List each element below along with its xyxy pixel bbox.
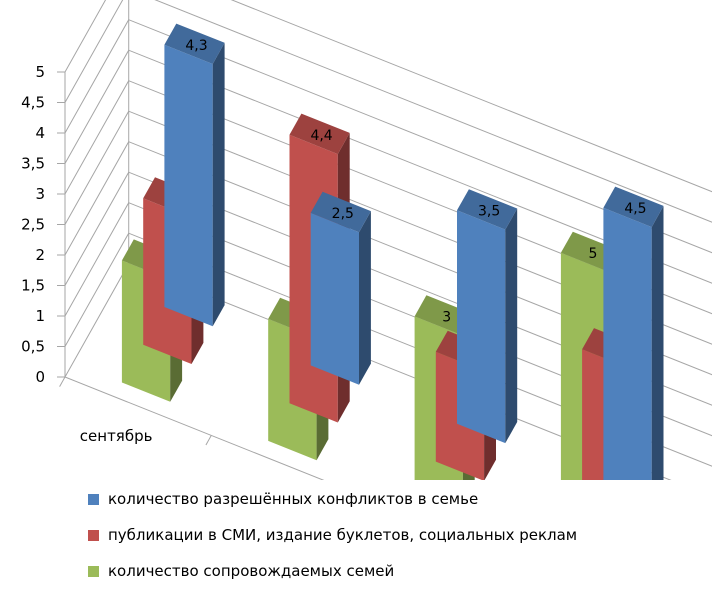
gridline xyxy=(64,0,712,193)
data-label: 5 xyxy=(589,246,598,262)
bar-front xyxy=(603,207,652,480)
bar-chart-3d: 00,511,522,533,544,55 22352,44,41,82,84,… xyxy=(21,0,712,480)
y-tick-label: 1 xyxy=(35,307,45,325)
bar-side xyxy=(651,205,664,480)
y-tick-label: 0 xyxy=(35,368,45,386)
legend-item-series-1: количество разрешённых конфликтов в семь… xyxy=(88,486,577,512)
bar: 4,3 xyxy=(164,23,225,327)
legend-item-series-3: количество сопровождаемых семей xyxy=(88,558,577,584)
data-label: 4,3 xyxy=(185,38,207,54)
legend-label-series-3: количество сопровождаемых семей xyxy=(108,562,395,580)
y-axis: 0 0,5 1 1,5 2 2,5 3 3,5 4 4,5 5 xyxy=(21,63,65,386)
chart-walls xyxy=(64,0,712,480)
y-tick-label: 4 xyxy=(35,124,45,142)
y-tick-label: 3,5 xyxy=(21,155,45,173)
bar: 2,5 xyxy=(310,191,371,385)
y-tick-label: 0,5 xyxy=(21,338,45,356)
data-label: 2,5 xyxy=(332,206,354,222)
bar-side xyxy=(505,208,518,444)
y-tick-label: 5 xyxy=(35,63,45,81)
category-tick xyxy=(205,435,212,446)
bar-side xyxy=(359,211,371,385)
y-tick-label: 4,5 xyxy=(21,94,45,112)
legend-swatch-series-1 xyxy=(88,493,99,505)
bar: 3,5 xyxy=(457,189,518,444)
bar-top xyxy=(310,191,371,233)
bars: 22352,44,41,82,84,32,53,54,5 xyxy=(121,23,664,480)
legend: количество разрешённых конфликтов в семь… xyxy=(88,486,577,594)
y-tick-label: 2 xyxy=(35,246,45,264)
data-label: 3 xyxy=(442,309,451,325)
bar-top xyxy=(457,189,518,230)
legend-label-series-2: публикации в СМИ, издание буклетов, соци… xyxy=(108,526,578,544)
bar-front xyxy=(457,210,506,444)
bar-top xyxy=(603,186,664,228)
y-tick-label: 3 xyxy=(35,185,45,203)
bar: 4,5 xyxy=(603,186,664,480)
legend-item-series-2: публикации в СМИ, издание буклетов, соци… xyxy=(88,522,577,548)
y-tick-label: 2,5 xyxy=(21,216,45,234)
x-axis: сентябрьоктябрьноябрьдекабрь xyxy=(59,376,212,446)
data-label: 3,5 xyxy=(478,203,500,219)
bar-front xyxy=(310,212,359,385)
x-tick-label: сентябрь xyxy=(80,427,153,445)
bar-top xyxy=(289,113,350,155)
bar-front xyxy=(164,44,213,327)
bar-top xyxy=(164,23,225,65)
category-tick xyxy=(59,376,66,387)
data-label: 4,4 xyxy=(310,128,332,144)
bar-side xyxy=(212,42,225,327)
floor-edge xyxy=(64,376,325,480)
gridline xyxy=(64,0,712,223)
data-label: 4,5 xyxy=(624,201,646,217)
y-tick-label: 1,5 xyxy=(21,277,45,295)
legend-swatch-series-2 xyxy=(88,529,99,541)
legend-swatch-series-3 xyxy=(88,565,99,577)
legend-label-series-1: количество разрешённых конфликтов в семь… xyxy=(108,490,479,508)
